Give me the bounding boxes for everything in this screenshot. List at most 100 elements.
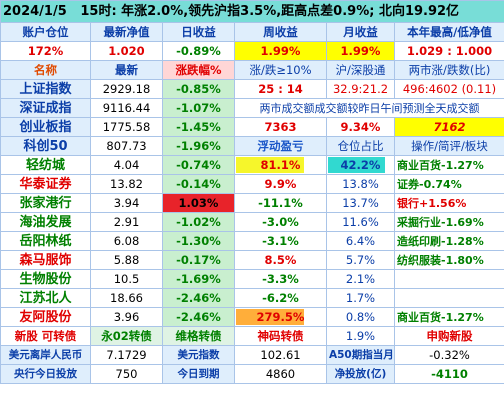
year-high-low-label: 本年最高/低净值 bbox=[394, 22, 504, 42]
footer-label: 美元离岸人民币 bbox=[0, 345, 91, 365]
index-change: -1.45% bbox=[162, 117, 235, 137]
col-connect-header: 沪/深股通 bbox=[326, 60, 395, 80]
holding-note: 采掘行业-1.69% bbox=[394, 212, 504, 232]
index-row[interactable]: 深证成指 9116.44 -1.07% 两市成交额成交额较昨日午间预测全天成交额 bbox=[0, 98, 504, 118]
index-change: -0.85% bbox=[162, 79, 235, 99]
daily-return-label: 日收益 bbox=[162, 22, 235, 42]
holding-row[interactable]: 华泰证券 13.82 -0.14% 9.9% 13.8% 证券-0.74% bbox=[0, 174, 504, 194]
footer-label: 净投放(亿) bbox=[326, 364, 395, 384]
holding-row[interactable]: 张家港行 3.94 1.03% -11.1% 13.7% 银行+1.56% bbox=[0, 193, 504, 213]
col-limit-header: 涨/跌≥10% bbox=[234, 60, 327, 80]
holding-pnl: -11.1% bbox=[234, 193, 327, 213]
footer-value: 750 bbox=[90, 364, 163, 384]
col-note-header: 操作/简评/板块 bbox=[394, 136, 504, 156]
index-row[interactable]: 科创50 807.73 -1.96% 浮动盈亏 仓位占比 操作/简评/板块 bbox=[0, 136, 504, 156]
footer-value: -0.32% bbox=[394, 345, 504, 365]
footer-label: A50期指当月 bbox=[326, 345, 395, 365]
date-label: 2024/1/5 bbox=[3, 4, 67, 19]
footer-row: 央行今日投放 750 今日到期 4860 净投放(亿) -4110 bbox=[0, 364, 504, 384]
holding-pnl: 279.5% bbox=[234, 307, 327, 327]
holding-name[interactable]: 张家港行 bbox=[0, 193, 91, 213]
holding-note bbox=[394, 288, 504, 308]
holding-note: 造纸印刷-1.28% bbox=[394, 231, 504, 251]
holding-position: 13.7% bbox=[326, 193, 395, 213]
holding-note: 商业百货-1.27% bbox=[394, 155, 504, 175]
holding-row[interactable]: 森马服饰 5.88 -0.17% 8.5% 5.7% 纺织服装-1.80% bbox=[0, 250, 504, 270]
holding-name[interactable]: 江苏北人 bbox=[0, 288, 91, 308]
account-label-row: 账户仓位 最新净值 日收益 周收益 月收益 本年最高/低净值 bbox=[0, 22, 504, 42]
holding-row[interactable]: 江苏北人 18.66 -2.46% -6.2% 1.7% bbox=[0, 288, 504, 308]
holding-change: -2.46% bbox=[162, 307, 235, 327]
index-price: 9116.44 bbox=[90, 98, 163, 118]
bonds-position: 1.9% bbox=[326, 326, 395, 346]
holding-name[interactable]: 生物股份 bbox=[0, 269, 91, 289]
holding-position: 42.2% bbox=[326, 155, 395, 175]
holding-price: 2.91 bbox=[90, 212, 163, 232]
col-price-header: 最新 bbox=[90, 60, 163, 80]
bond-item[interactable]: 神码转债 bbox=[234, 326, 327, 346]
daily-return-value: -0.89% bbox=[162, 41, 235, 61]
holding-row[interactable]: 海油发展 2.91 -1.02% -3.0% 11.6% 采掘行业-1.69% bbox=[0, 212, 504, 232]
holding-row[interactable]: 生物股份 10.5 -1.69% -3.3% 2.1% bbox=[0, 269, 504, 289]
index-name: 科创50 bbox=[0, 136, 91, 156]
holding-name[interactable]: 岳阳林纸 bbox=[0, 231, 91, 251]
holding-change: -1.69% bbox=[162, 269, 235, 289]
bond-item[interactable]: 维格转债 bbox=[162, 326, 235, 346]
holding-price: 18.66 bbox=[90, 288, 163, 308]
turnover-ratio: 9.34% bbox=[326, 117, 395, 137]
col-pnl-header: 浮动盈亏 bbox=[234, 136, 327, 156]
holding-price: 6.08 bbox=[90, 231, 163, 251]
limit-ratio: 25 : 14 bbox=[234, 79, 327, 99]
holding-price: 3.96 bbox=[90, 307, 163, 327]
holding-note: 银行+1.56% bbox=[394, 193, 504, 213]
holding-name[interactable]: 华泰证券 bbox=[0, 174, 91, 194]
pnl-fill-bar bbox=[236, 157, 305, 173]
footer-value: 102.61 bbox=[234, 345, 327, 365]
holding-change: -1.02% bbox=[162, 212, 235, 232]
year-high-low-value: 1.029 : 1.000 bbox=[394, 41, 504, 61]
col-change-header: 涨跌幅% bbox=[162, 60, 235, 80]
holding-position: 5.7% bbox=[326, 250, 395, 270]
holding-row[interactable]: 岳阳林纸 6.08 -1.30% -3.1% 6.4% 造纸印刷-1.28% bbox=[0, 231, 504, 251]
holding-position: 0.8% bbox=[326, 307, 395, 327]
holding-position: 6.4% bbox=[326, 231, 395, 251]
holding-note: 商业百货-1.27% bbox=[394, 307, 504, 327]
footer-label: 央行今日投放 bbox=[0, 364, 91, 384]
nav-value: 1.020 bbox=[90, 41, 163, 61]
index-name: 上证指数 bbox=[0, 79, 91, 99]
index-row[interactable]: 创业板指 1775.58 -1.45% 7363 9.34% 7162 bbox=[0, 117, 504, 137]
holding-pnl: -3.0% bbox=[234, 212, 327, 232]
holding-row[interactable]: 友阿股份 3.96 -2.46% 279.5% 0.8% 商业百货-1.27% bbox=[0, 307, 504, 327]
monthly-return-label: 月收益 bbox=[326, 22, 395, 42]
holding-note: 证券-0.74% bbox=[394, 174, 504, 194]
holding-name[interactable]: 轻纺城 bbox=[0, 155, 91, 175]
bond-item[interactable]: 永02转债 bbox=[90, 326, 163, 346]
index-change: -1.96% bbox=[162, 136, 235, 156]
ipo-subscribe[interactable]: 申购新股 bbox=[394, 326, 504, 346]
holding-row[interactable]: 轻纺城 4.04 -0.74% 81.1% 42.2% 商业百货-1.27% bbox=[0, 155, 504, 175]
footer-label: 今日到期 bbox=[162, 364, 235, 384]
bonds-row[interactable]: 新股 可转债 永02转债 维格转债 神码转债 1.9% 申购新股 bbox=[0, 326, 504, 346]
weekly-return-value: 1.99% bbox=[234, 41, 327, 61]
holding-change: -0.74% bbox=[162, 155, 235, 175]
holding-name[interactable]: 森马服饰 bbox=[0, 250, 91, 270]
holding-change: -0.17% bbox=[162, 250, 235, 270]
bonds-label: 新股 可转债 bbox=[0, 326, 91, 346]
holding-position: 1.7% bbox=[326, 288, 395, 308]
holding-change: -2.46% bbox=[162, 288, 235, 308]
turnover-note: 两市成交额成交额较昨日午间预测全天成交额 bbox=[234, 98, 504, 118]
nav-label: 最新净值 bbox=[90, 22, 163, 42]
footer-value: -4110 bbox=[394, 364, 504, 384]
holding-change: -1.30% bbox=[162, 231, 235, 251]
footer-row: 美元离岸人民币 7.1729 美元指数 102.61 A50期指当月 -0.32… bbox=[0, 345, 504, 365]
title-row: 2024/1/5 15时: 年涨2.0%,领先沪指3.5%,距高点差0.9%; … bbox=[0, 0, 504, 23]
position-fill-bar bbox=[328, 157, 385, 173]
holding-note bbox=[394, 269, 504, 289]
index-name: 创业板指 bbox=[0, 117, 91, 137]
turnover-forecast: 7162 bbox=[394, 117, 504, 137]
holding-name[interactable]: 海油发展 bbox=[0, 212, 91, 232]
index-row[interactable]: 上证指数 2929.18 -0.85% 25 : 14 32.9:21.2 49… bbox=[0, 79, 504, 99]
holding-name[interactable]: 友阿股份 bbox=[0, 307, 91, 327]
footer-label: 美元指数 bbox=[162, 345, 235, 365]
index-header-row: 名称 最新 涨跌幅% 涨/跌≥10% 沪/深股通 两市涨/跌数(比) bbox=[0, 60, 504, 80]
